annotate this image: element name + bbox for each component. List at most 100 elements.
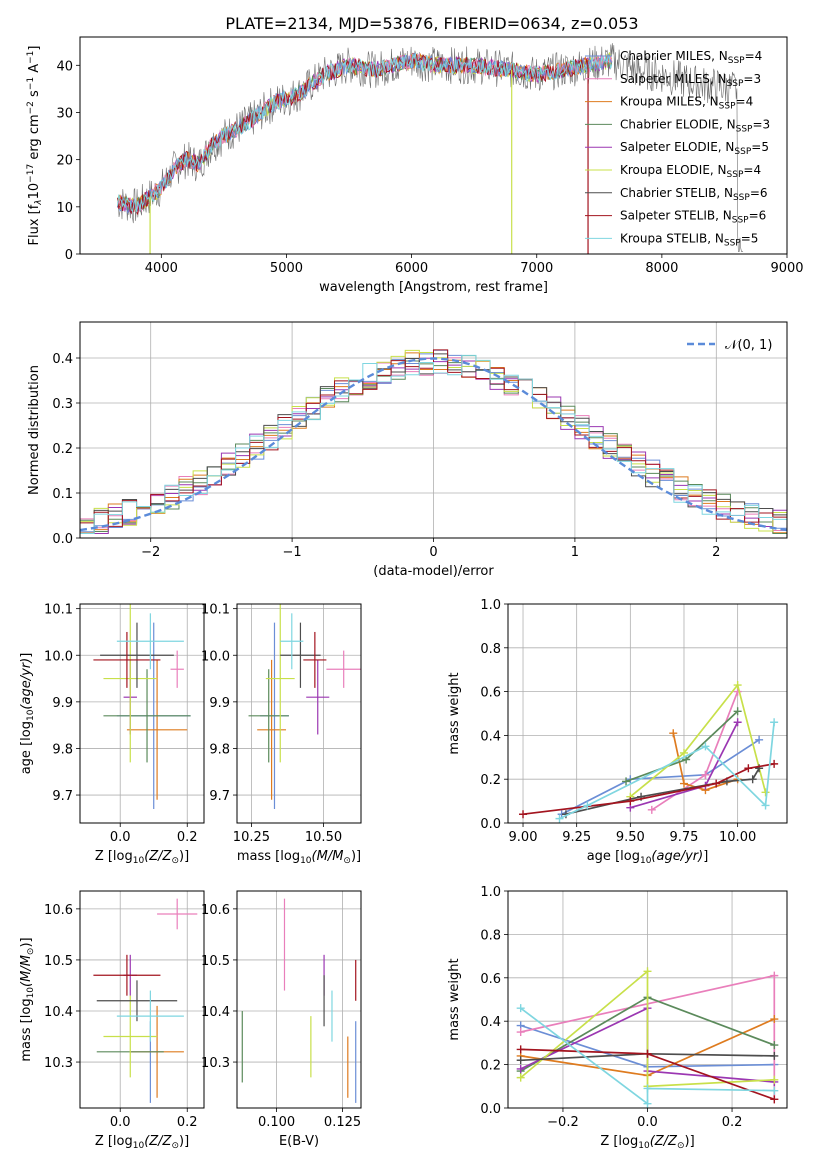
x-tick-label: 10.25	[233, 830, 270, 845]
legend-entry-post: =6	[750, 186, 768, 200]
x-tick-label: 6000	[395, 261, 428, 276]
x-axis-label: wavelength [Angstrom, rest frame]	[319, 280, 548, 295]
legend-entry-salpeter_elodie: Salpeter ELODIE, NSSP=5	[620, 140, 769, 157]
x-tick-label: −1	[283, 545, 302, 560]
point-marker-kroupa_elodie	[733, 681, 742, 690]
point-marker-chabrier_stelib	[516, 1056, 525, 1065]
x-axis-label: (data-model)/error	[373, 564, 494, 579]
y-axis-label: mass weight	[447, 672, 462, 754]
legend-entry-post: =5	[741, 231, 759, 245]
y-tick-label: 10.5	[201, 954, 230, 969]
legend-entry-kroupa_stelib: Kroupa STELIB, NSSP=5	[620, 231, 758, 248]
x-axis-label: Z [log10(Z/Z⊙)]	[95, 849, 189, 866]
point-marker-kroupa_stelib	[555, 814, 564, 823]
normal-curve-line	[80, 357, 787, 532]
point-marker-kroupa_stelib	[761, 801, 770, 810]
point-marker-kroupa_elodie	[643, 967, 652, 976]
histogram-kroupa_stelib	[80, 354, 787, 534]
panel-mass_weight_vs_age: 9.00 9.25 9.50 9.75 10.00 0.0 0.2 0.4 0.6 0.8 1.0 a…	[447, 598, 788, 866]
legend-entry-post: =3	[743, 72, 761, 86]
y-tick-label: 10.3	[44, 1056, 73, 1071]
point-marker-salpeter_stelib	[744, 764, 753, 773]
y-axis-label: Flux [fλ10−17 erg cm−2 s−1 A−1]	[26, 46, 44, 246]
y-tick-label: 10.4	[44, 1005, 73, 1020]
axes-frame	[236, 603, 362, 824]
legend-entry-pre: Salpeter ELODIE, N	[620, 140, 734, 154]
plot-area	[516, 967, 779, 1108]
legend-entry-sub: SSP	[733, 193, 750, 203]
legend-entry-sub: SSP	[719, 102, 736, 112]
y-tick-label: 0.2	[480, 773, 501, 788]
panel-mass_vs_Z: 0.0 0.2 10.3 10.4 10.5 10.6 Z [log10(Z/Z⊙)] mas…	[19, 890, 205, 1151]
x-axis-label: age [log10(age/yr)]	[587, 849, 709, 866]
point-marker-salpeter_elodie	[733, 718, 742, 727]
y-tick-label: 0.4	[52, 352, 73, 367]
point-marker-kroupa_elodie	[761, 788, 770, 797]
y-tick-label: 10.5	[44, 954, 73, 969]
model-spectrum-kroupa_stelib	[117, 53, 613, 213]
y-tick-label: 9.7	[52, 789, 73, 804]
point-marker-kroupa_miles	[669, 729, 678, 738]
y-tick-label: 9.9	[209, 696, 230, 711]
y-tick-label: 0.6	[480, 972, 501, 987]
point-marker-chabrier_stelib	[748, 775, 757, 784]
x-tick-label: 0.125	[324, 1115, 361, 1130]
plot-area	[241, 898, 357, 1103]
legend-entry-salpeter_stelib: Salpeter STELIB, NSSP=6	[620, 209, 766, 226]
legend-entry-sub: SSP	[727, 79, 744, 89]
y-tick-label: 30	[56, 106, 73, 121]
y-tick-label: 0.1	[52, 487, 73, 502]
y-tick-label: 10.0	[201, 649, 230, 664]
y-tick-label: 20	[56, 154, 73, 169]
legend-normal-label: 𝒩(0, 1)	[725, 338, 772, 353]
x-axis-label-text: Z [log	[95, 849, 133, 864]
point-marker-kroupa_stelib	[770, 718, 779, 727]
y-tick-label: 0.2	[480, 1059, 501, 1074]
legend-entry-sub: SSP	[736, 124, 753, 134]
y-tick-label: 10.3	[201, 1056, 230, 1071]
panel-age_vs_Z: 0.0 0.2 9.7 9.8 9.9 10.0 10.1 Z [log10(Z/Z⊙)] ag…	[19, 603, 205, 866]
legend-entry-sub: SSP	[727, 170, 744, 180]
axes-frame	[79, 890, 205, 1109]
point-marker-kroupa_elodie	[770, 1075, 779, 1084]
point-marker-salpeter_stelib	[626, 797, 635, 806]
point-marker-salpeter_miles	[647, 805, 656, 814]
point-marker-salpeter_stelib	[643, 1049, 652, 1058]
point-marker-kroupa_miles	[770, 1015, 779, 1024]
point-marker-kroupa_stelib	[770, 1086, 779, 1095]
x-tick-label: 9.00	[509, 830, 538, 845]
point-marker-salpeter_stelib	[770, 1095, 779, 1104]
y-axis-label-text: mass [log	[19, 998, 34, 1061]
point-marker-chabrier_elodie	[733, 707, 742, 716]
y-tick-label: 9.8	[52, 742, 73, 757]
figure-title: PLATE=2134, MJD=53876, FIBERID=0634, z=0…	[225, 14, 638, 33]
y-tick-label: 10	[56, 201, 73, 216]
x-axis-label-text: (data-model)/error	[373, 564, 494, 579]
series-line-kroupa_elodie	[629, 683, 767, 798]
point-marker-salpeter_miles	[516, 1028, 525, 1037]
x-tick-label: 0.0	[110, 830, 131, 845]
point-marker-chabrier_miles	[755, 735, 764, 744]
series-line-salpeter_stelib	[522, 763, 775, 816]
x-tick-label: 10.50	[305, 830, 342, 845]
legend-entry-sub: SSP	[724, 238, 741, 248]
point-marker-chabrier_stelib	[755, 764, 764, 773]
y-axis-label: mass [log10(M/M⊙)]	[19, 937, 36, 1061]
plot-area	[93, 604, 191, 810]
x-tick-label: −2	[141, 545, 160, 560]
y-tick-label: 0	[65, 248, 73, 263]
y-tick-label: 9.8	[209, 742, 230, 757]
panel-spectrum: 4000 5000 6000 7000 8000 9000 0 10 20 30 40 wavelen…	[26, 36, 804, 295]
y-tick-label: 10.6	[201, 903, 230, 918]
y-tick-label: 0.0	[52, 532, 73, 547]
legend-entry-pre: Chabrier STELIB, N	[620, 186, 733, 200]
point-marker-salpeter_stelib	[519, 810, 528, 819]
legend-entry-sub: SSP	[728, 56, 745, 66]
axes-frame	[507, 603, 788, 824]
y-axis-label: mass weight	[447, 958, 462, 1040]
series-line-chabrier_miles	[561, 739, 760, 815]
x-tick-label: 0	[429, 545, 437, 560]
x-axis-label-text: mass [log	[237, 849, 300, 864]
